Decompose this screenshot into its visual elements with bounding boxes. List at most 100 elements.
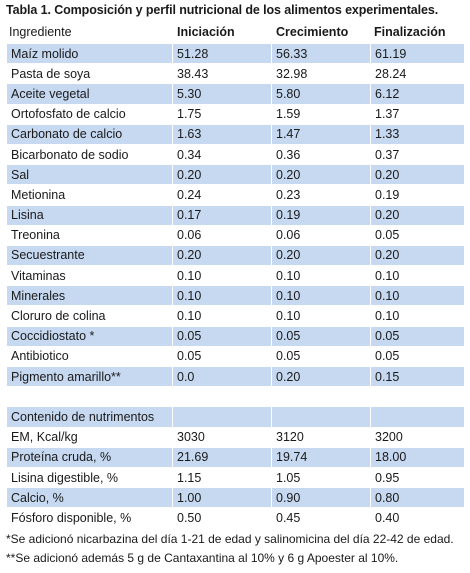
header-finalizacion: Finalización [374, 25, 446, 39]
row-label: Contenido de nutrimentos [6, 406, 173, 428]
ingredient-row: Ortofosfato de calcio 1.75 1.59 1.37 [6, 103, 465, 125]
row-value: 61.19 [370, 42, 465, 65]
row-value: 0.45 [271, 507, 371, 529]
row-value: 6.12 [370, 83, 465, 105]
row-value: 0.05 [172, 345, 272, 368]
row-label: Aceite vegetal [6, 83, 173, 105]
ingredient-row: Pigmento amarillo** 0.0 0.20 0.15 [6, 365, 465, 388]
row-label: Carbonato de calcio [6, 123, 173, 145]
row-label: Treonina [6, 224, 173, 246]
row-value: 0.34 [172, 143, 272, 166]
row-value: 0.20 [172, 244, 272, 267]
row-value: 0.15 [370, 365, 465, 388]
ingredient-row: Bicarbonato de sodio 0.34 0.36 0.37 [6, 143, 465, 166]
ingredient-row: Antibiotico 0.05 0.05 0.05 [6, 345, 465, 368]
row-value: 0.36 [271, 143, 371, 166]
ingredient-row: Sal 0.20 0.20 0.20 [6, 164, 465, 186]
nutrient-row: Fósforo disponible, % 0.50 0.45 0.40 [6, 507, 465, 529]
row-value: 3030 [172, 426, 272, 448]
row-value [370, 406, 465, 428]
row-label: Antibiotico [6, 345, 173, 368]
row-value: 1.75 [172, 103, 272, 125]
row-value: 0.10 [370, 265, 465, 287]
row-value: 3120 [271, 426, 371, 448]
row-value: 0.06 [172, 224, 272, 246]
row-value: 1.59 [271, 103, 371, 125]
row-value: 1.05 [271, 466, 371, 489]
row-value: 0.19 [370, 184, 465, 206]
row-label: Maíz molido [6, 42, 173, 65]
row-value: 0.40 [370, 507, 465, 529]
row-value: 38.43 [172, 63, 272, 85]
footnote-2: **Se adicionó además 5 g de Cantaxantina… [6, 551, 399, 565]
ingredient-row: Metionina 0.24 0.23 0.19 [6, 184, 465, 206]
row-value: 1.63 [172, 123, 272, 145]
row-value: 0.23 [271, 184, 371, 206]
nutrient-row: Calcio, % 1.00 0.90 0.80 [6, 487, 465, 509]
row-label: Lisina digestible, % [6, 466, 173, 489]
row-value: 0.20 [271, 244, 371, 267]
row-value: 5.30 [172, 83, 272, 105]
row-value: 51.28 [172, 42, 272, 65]
spacer-row [6, 386, 465, 408]
row-value: 5.80 [271, 83, 371, 105]
ingredient-row: Secuestrante 0.20 0.20 0.20 [6, 244, 465, 267]
row-value: 0.24 [172, 184, 272, 206]
row-value: 0.10 [172, 265, 272, 287]
row-label: Fósforo disponible, % [6, 507, 173, 529]
row-value: 28.24 [370, 63, 465, 85]
row-value: 0.05 [271, 345, 371, 368]
row-value: 0.10 [271, 305, 371, 327]
footnote-1: *Se adicionó nicarbazina del día 1-21 de… [6, 532, 454, 546]
row-value: 1.15 [172, 466, 272, 489]
row-label: Proteína cruda, % [6, 446, 173, 468]
row-value: 1.37 [370, 103, 465, 125]
row-value [370, 386, 465, 408]
row-value: 32.98 [271, 63, 371, 85]
ingredient-row: Vitaminas 0.10 0.10 0.10 [6, 265, 465, 287]
header-iniciacion: Iniciación [177, 25, 235, 39]
row-value: 0.10 [370, 305, 465, 327]
row-value: 21.69 [172, 446, 272, 468]
row-label: Pasta de soya [6, 63, 173, 85]
ingredient-row: Maíz molido 51.28 56.33 61.19 [6, 42, 465, 65]
row-label: Lisina [6, 204, 173, 226]
row-value: 0.10 [271, 265, 371, 287]
nutrient-row: Proteína cruda, % 21.69 19.74 18.00 [6, 446, 465, 468]
row-value: 0.90 [271, 487, 371, 509]
nutrient-row: EM, Kcal/kg 3030 3120 3200 [6, 426, 465, 448]
row-label: Minerales [6, 285, 173, 307]
row-value: 0.17 [172, 204, 272, 226]
row-label: Vitaminas [6, 265, 173, 287]
row-label: Metionina [6, 184, 173, 206]
section-row: Contenido de nutrimentos [6, 406, 465, 428]
header-crecimiento: Crecimiento [276, 25, 349, 39]
row-value: 0.10 [172, 305, 272, 327]
row-value: 0.20 [271, 365, 371, 388]
row-value: 0.20 [172, 164, 272, 186]
row-value: 0.20 [370, 164, 465, 186]
row-value: 0.10 [271, 285, 371, 307]
row-value: 0.05 [370, 224, 465, 246]
row-label: EM, Kcal/kg [6, 426, 173, 448]
row-value: 0.05 [370, 325, 465, 347]
row-label: Pigmento amarillo** [6, 365, 173, 388]
row-value: 0.95 [370, 466, 465, 489]
ingredient-row: Cloruro de colina 0.10 0.10 0.10 [6, 305, 465, 327]
nutrient-row: Lisina digestible, % 1.15 1.05 0.95 [6, 466, 465, 489]
row-label: Bicarbonato de sodio [6, 143, 173, 166]
row-value: 3200 [370, 426, 465, 448]
row-value: 0.20 [370, 204, 465, 226]
row-value: 1.33 [370, 123, 465, 145]
table-title: Tabla 1. Composición y perfil nutriciona… [6, 3, 439, 17]
row-value: 56.33 [271, 42, 371, 65]
ingredient-row: Lisina 0.17 0.19 0.20 [6, 204, 465, 226]
row-value [271, 406, 371, 428]
row-value: 0.10 [370, 285, 465, 307]
row-value: 18.00 [370, 446, 465, 468]
row-value [172, 406, 272, 428]
row-label: Ortofosfato de calcio [6, 103, 173, 125]
row-value: 0.37 [370, 143, 465, 166]
row-value: 0.80 [370, 487, 465, 509]
ingredient-row: Coccidiostato * 0.05 0.05 0.05 [6, 325, 465, 347]
